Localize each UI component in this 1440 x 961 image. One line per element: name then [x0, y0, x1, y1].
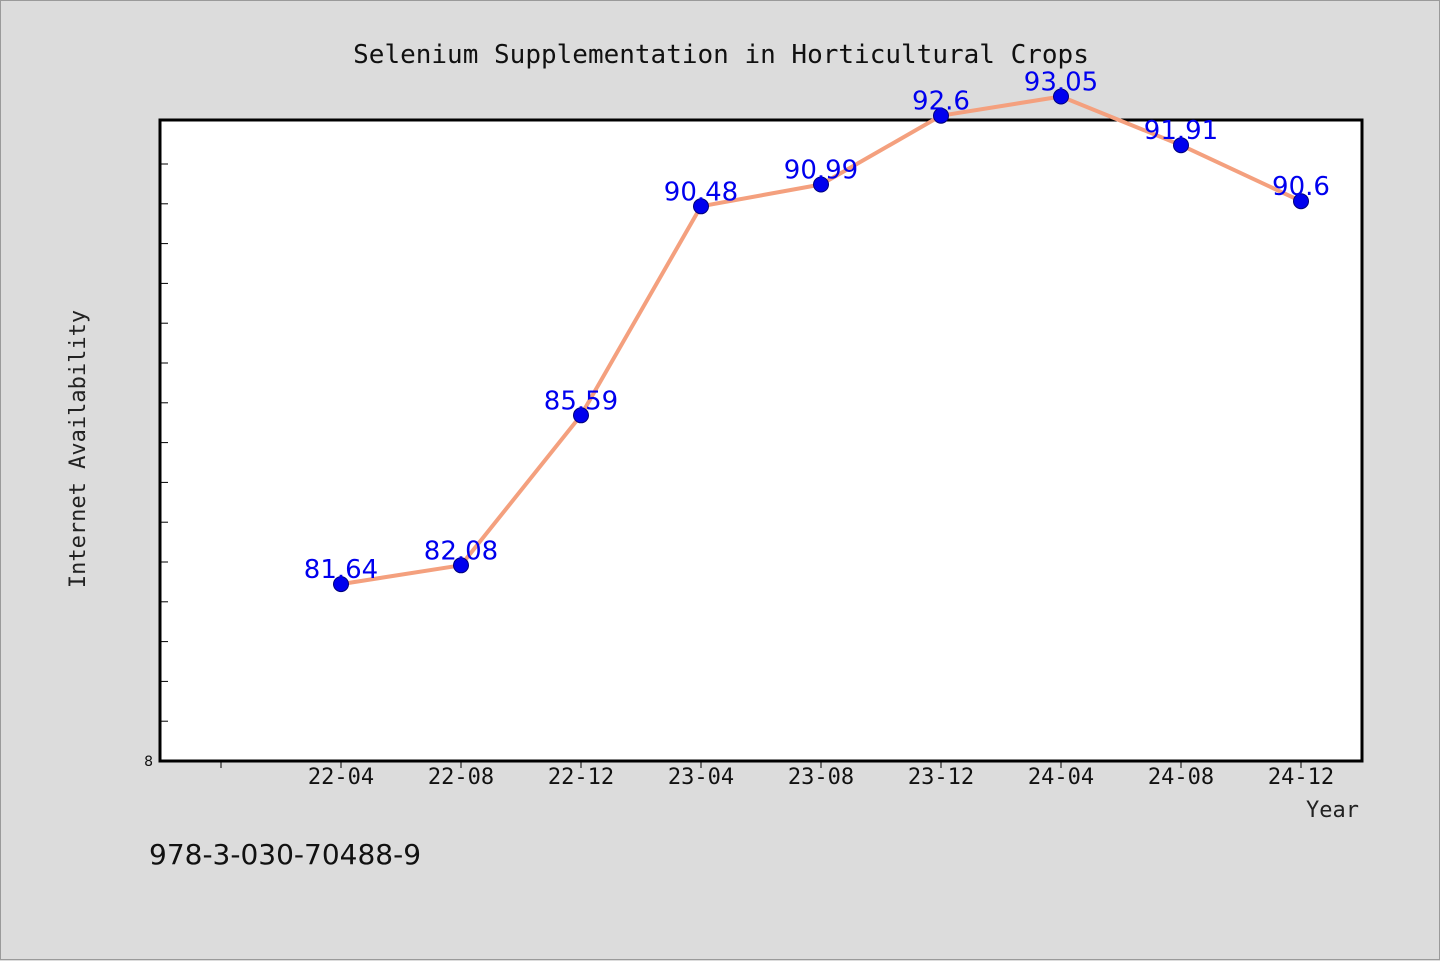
series-layer: 81.64 82.08 85.59 90.48 90.99 92.6 93.05 91.91 9… [304, 68, 1330, 593]
data-label: 90.99 [784, 156, 858, 186]
data-point [1173, 137, 1189, 154]
data-point [813, 176, 829, 193]
data-label: 91.91 [1144, 116, 1218, 146]
data-label: 93.05 [1024, 68, 1098, 98]
data-point [1053, 88, 1069, 105]
plot-area [158, 118, 1364, 763]
x-tick-label: 23-04 [668, 765, 734, 790]
data-label: 81.64 [304, 555, 378, 585]
x-tick-label: 24-12 [1268, 765, 1334, 790]
x-tick-label: 22-08 [428, 765, 494, 790]
data-point [693, 198, 709, 215]
x-tick-label: 22-04 [308, 765, 374, 790]
data-label: 90.6 [1272, 172, 1330, 202]
data-point [933, 107, 949, 124]
data-point [453, 557, 469, 574]
data-label: 82.08 [424, 536, 498, 566]
data-point [573, 407, 589, 424]
x-tick-label: 22-12 [548, 765, 614, 790]
data-point [333, 576, 349, 593]
x-tick-label: 23-08 [788, 765, 854, 790]
chart-title: Selenium Supplementation in Horticultura… [353, 40, 1089, 70]
x-tick-label: 24-08 [1148, 765, 1214, 790]
y-tick-label: 8 [144, 754, 153, 770]
data-point [1293, 193, 1309, 210]
isbn-footnote: 978-3-030-70488-9 [149, 838, 421, 871]
y-axis-ticks [160, 163, 168, 722]
data-label: 92.6 [912, 87, 970, 117]
x-tick-label: 23-12 [908, 765, 974, 790]
x-axis-label: Year [1306, 798, 1359, 823]
y-axis-label: Internet Availability [66, 310, 91, 588]
data-label: 85.59 [544, 386, 618, 416]
x-axis-ticks: 22-04 22-08 22-12 23-04 23-08 23-12 24-04 24-08… [220, 761, 1334, 790]
data-label: 90.48 [664, 177, 738, 207]
x-tick-label: 24-04 [1028, 765, 1094, 790]
